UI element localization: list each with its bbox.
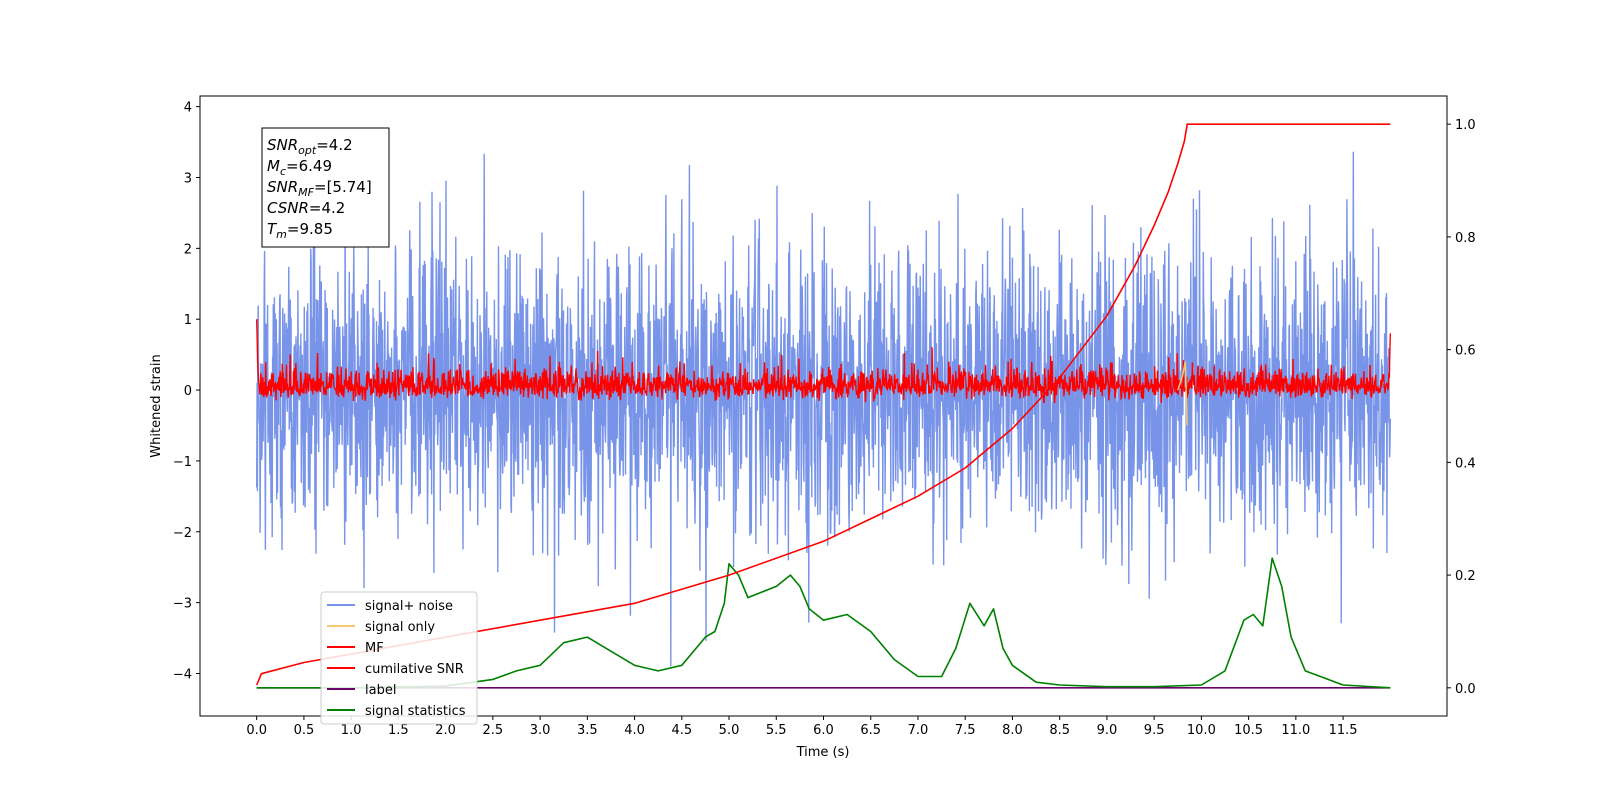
y2-tick-label: 0.4	[1455, 456, 1476, 471]
y2-tick-label: 0.6	[1455, 344, 1476, 359]
y2-tick-label: 0.0	[1455, 682, 1476, 697]
x-tick-label: 1.0	[341, 723, 362, 738]
y-axis-label: Whitened strain	[149, 354, 164, 457]
x-tick-label: 4.5	[671, 723, 692, 738]
axes: 0.0 0.5 1.0 1.5 2.0 2.5 3.0 3.5 4.0 4.5 5.0 5.5 6.0 6…	[173, 101, 1476, 738]
legend-label: label	[365, 683, 396, 698]
y-tick-label: 1	[184, 313, 192, 328]
x-tick-label: 3.5	[577, 723, 598, 738]
x-tick-label: 10.5	[1234, 723, 1263, 738]
legend-label: MF	[365, 641, 384, 656]
x-tick-label: 9.0	[1097, 723, 1118, 738]
x-tick-label: 8.0	[1002, 723, 1023, 738]
x-tick-label: 11.5	[1329, 723, 1358, 738]
x-tick-label: 0.0	[246, 723, 267, 738]
info-line: CSNR=4.2	[267, 199, 345, 217]
legend-label: signal statistics	[365, 704, 466, 719]
legend: signal+ noise signal only MF cumilative SNR…	[320, 591, 478, 725]
series-signal-noise	[256, 151, 1391, 667]
x-tick-label: 5.5	[766, 723, 787, 738]
x-tick-label: 7.0	[908, 723, 929, 738]
series-signal-statistics	[256, 557, 1391, 689]
x-tick-label: 2.5	[483, 723, 504, 738]
x-tick-label: 3.0	[530, 723, 551, 738]
y-tick-label: −4	[173, 667, 192, 682]
y-tick-label: 2	[184, 242, 192, 257]
series-signal-only	[1177, 361, 1188, 426]
y2-tick-label: 0.2	[1455, 569, 1476, 584]
x-tick-label: 0.5	[294, 723, 315, 738]
info-line: Mc=6.49	[267, 157, 332, 178]
legend-label: signal+ noise	[365, 599, 453, 614]
y-tick-label: 0	[184, 384, 192, 399]
info-line: SNRMF=[5.74]	[267, 178, 372, 199]
x-tick-label: 5.0	[719, 723, 740, 738]
y2-tick-label: 1.0	[1455, 118, 1476, 133]
legend-label: cumilative SNR	[365, 662, 464, 677]
y-tick-label: −1	[173, 455, 192, 470]
x-tick-label: 8.5	[1049, 723, 1070, 738]
y-tick-label: 3	[184, 171, 192, 186]
x-tick-label: 4.0	[624, 723, 645, 738]
info-box-frame	[261, 127, 390, 248]
x-tick-label: 1.5	[388, 723, 409, 738]
y-tick-label: −2	[173, 526, 192, 541]
x-tick-label: 9.5	[1144, 723, 1165, 738]
x-axis-label: Time (s)	[796, 745, 850, 760]
info-line: Tm=9.85	[267, 220, 333, 241]
y2-tick-label: 0.8	[1455, 231, 1476, 246]
y-tick-label: 4	[184, 101, 192, 116]
x-tick-label: 2.0	[435, 723, 456, 738]
x-tick-label: 10.0	[1187, 723, 1216, 738]
x-tick-label: 6.0	[813, 723, 834, 738]
info-line: SNRopt=4.2	[267, 136, 353, 157]
y-tick-label: −3	[173, 597, 192, 612]
x-tick-label: 6.5	[860, 723, 881, 738]
x-tick-label: 7.5	[955, 723, 976, 738]
x-tick-label: 11.0	[1281, 723, 1310, 738]
series-mf	[256, 319, 1391, 404]
legend-label: signal only	[365, 620, 435, 635]
legend-frame	[320, 591, 478, 725]
